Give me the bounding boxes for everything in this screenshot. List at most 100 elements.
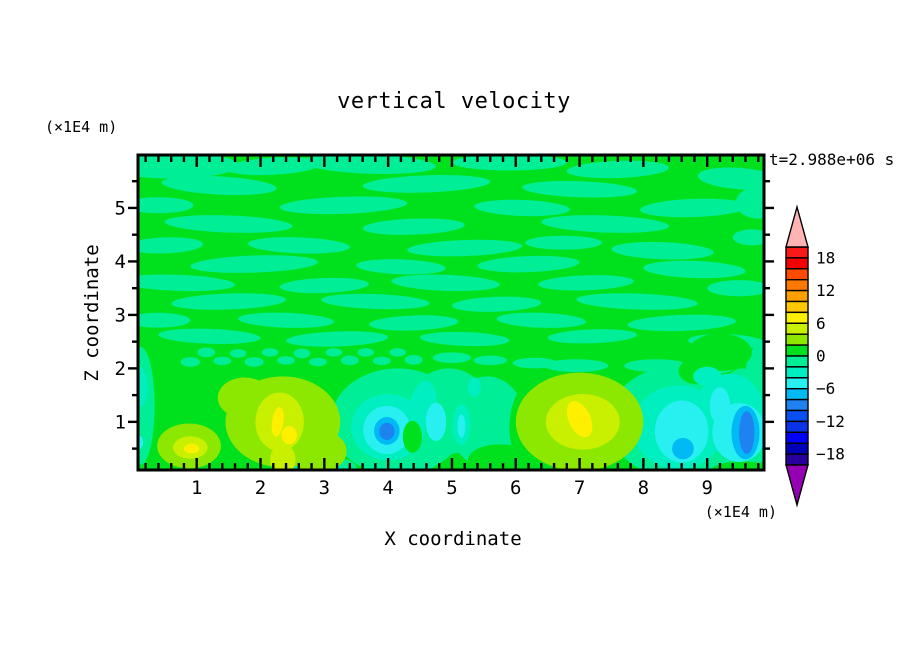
contour-band — [611, 241, 714, 260]
contour-band — [697, 167, 764, 190]
colorbar-label: 6 — [816, 314, 826, 333]
colorbar-cell — [785, 333, 809, 346]
x-tick-label: 4 — [382, 477, 393, 499]
contour-band — [270, 444, 296, 470]
contour-band — [279, 196, 408, 215]
contour-band — [451, 155, 567, 171]
colorbar: 18 12 6 0 −6 −12 −18 — [785, 204, 845, 508]
contour-band — [477, 255, 580, 273]
contour-band — [302, 155, 436, 174]
colorbar-cell — [785, 311, 809, 324]
contour-band — [225, 157, 322, 176]
colorbar-label: 18 — [816, 248, 835, 267]
contour-band — [496, 312, 586, 328]
x-tick-label: 2 — [255, 477, 266, 499]
colorbar-cell — [785, 300, 809, 314]
colorbar-cell — [785, 289, 809, 303]
contour-band — [407, 239, 523, 257]
contour-band — [138, 155, 239, 179]
colorbar-cell — [785, 442, 809, 455]
contour-band — [277, 356, 295, 365]
colorbar-cell — [785, 409, 809, 423]
contour-band — [391, 274, 500, 292]
z-tick-label: 3 — [115, 304, 126, 326]
colorbar-cell — [785, 431, 809, 444]
contour-band — [340, 355, 359, 366]
contour-band — [372, 356, 391, 366]
contour-band — [474, 199, 570, 217]
contour-field — [138, 155, 764, 470]
x-tick-label: 1 — [191, 477, 202, 499]
contour-band — [451, 296, 542, 312]
colorbar-cell — [785, 420, 809, 433]
x-tick-labels: 1 2 3 4 5 6 7 8 9 — [191, 477, 713, 499]
contour-band — [522, 180, 637, 198]
colorbar-cell — [785, 388, 809, 401]
colorbar-cell — [785, 366, 809, 379]
contour-band — [171, 293, 287, 310]
contour-band — [448, 376, 526, 468]
contour-band — [289, 429, 347, 470]
colorbar-label: 0 — [816, 347, 826, 366]
chart-title: vertical velocity — [337, 89, 571, 114]
contour-band — [525, 235, 602, 250]
contour-band — [566, 401, 593, 438]
contour-band — [432, 352, 472, 364]
contour-band — [261, 348, 279, 357]
colorbar-cell — [785, 377, 809, 390]
contour-band — [138, 197, 194, 214]
z-axis-unit-label: (×1E4 m) — [45, 118, 118, 136]
contour-band — [286, 331, 389, 347]
contour-band — [425, 402, 447, 442]
contour-band — [710, 461, 764, 470]
contour-band — [161, 175, 277, 196]
contour-band — [281, 426, 297, 445]
contour-band — [576, 293, 698, 310]
x-tick-label: 6 — [510, 477, 521, 499]
contour-band — [627, 314, 736, 332]
contour-band — [420, 331, 510, 347]
contour-band — [739, 411, 755, 454]
colorbar-cell — [785, 279, 809, 292]
contour-band — [309, 357, 327, 367]
z-tick-label: 1 — [115, 411, 126, 433]
contour-band — [547, 329, 637, 344]
z-tick-label: 5 — [115, 197, 126, 219]
x-axis-unit-label: (×1E4 m) — [704, 503, 777, 521]
z-tick-labels: 1 2 3 4 5 — [115, 197, 126, 433]
contour-band — [321, 293, 430, 310]
contour-band — [356, 259, 446, 275]
colorbar-label: −12 — [816, 412, 845, 431]
contour-band — [654, 400, 709, 463]
colorbar-cell — [785, 344, 809, 357]
x-tick-label: 9 — [701, 477, 712, 499]
contour-band — [541, 215, 669, 233]
contour-band — [247, 237, 350, 254]
axis-ticks — [128, 156, 774, 469]
z-tick-label: 4 — [115, 251, 126, 273]
colorbar-under-arrow — [785, 464, 809, 508]
contour-band — [325, 348, 343, 357]
contour-band — [467, 444, 532, 470]
colorbar-label: 12 — [816, 281, 835, 300]
colorbar-cell — [785, 355, 809, 368]
contour-band — [544, 359, 609, 373]
contour-band — [404, 355, 423, 365]
contour-band — [244, 357, 264, 367]
contour-band — [229, 349, 247, 358]
colorbar-label: −18 — [816, 445, 845, 464]
contour-band — [138, 312, 191, 328]
colorbar-cell — [785, 453, 809, 466]
x-axis-title: X coordinate — [384, 528, 522, 550]
contour-band — [197, 347, 216, 358]
contour-band — [369, 315, 459, 331]
contour-band — [402, 420, 422, 453]
contour-band — [293, 348, 311, 359]
contour-band — [732, 229, 764, 246]
contour-band — [190, 255, 318, 273]
time-annotation: t=2.988e+06 s — [769, 150, 895, 169]
contour-band — [707, 280, 764, 297]
contour-band — [238, 312, 334, 328]
